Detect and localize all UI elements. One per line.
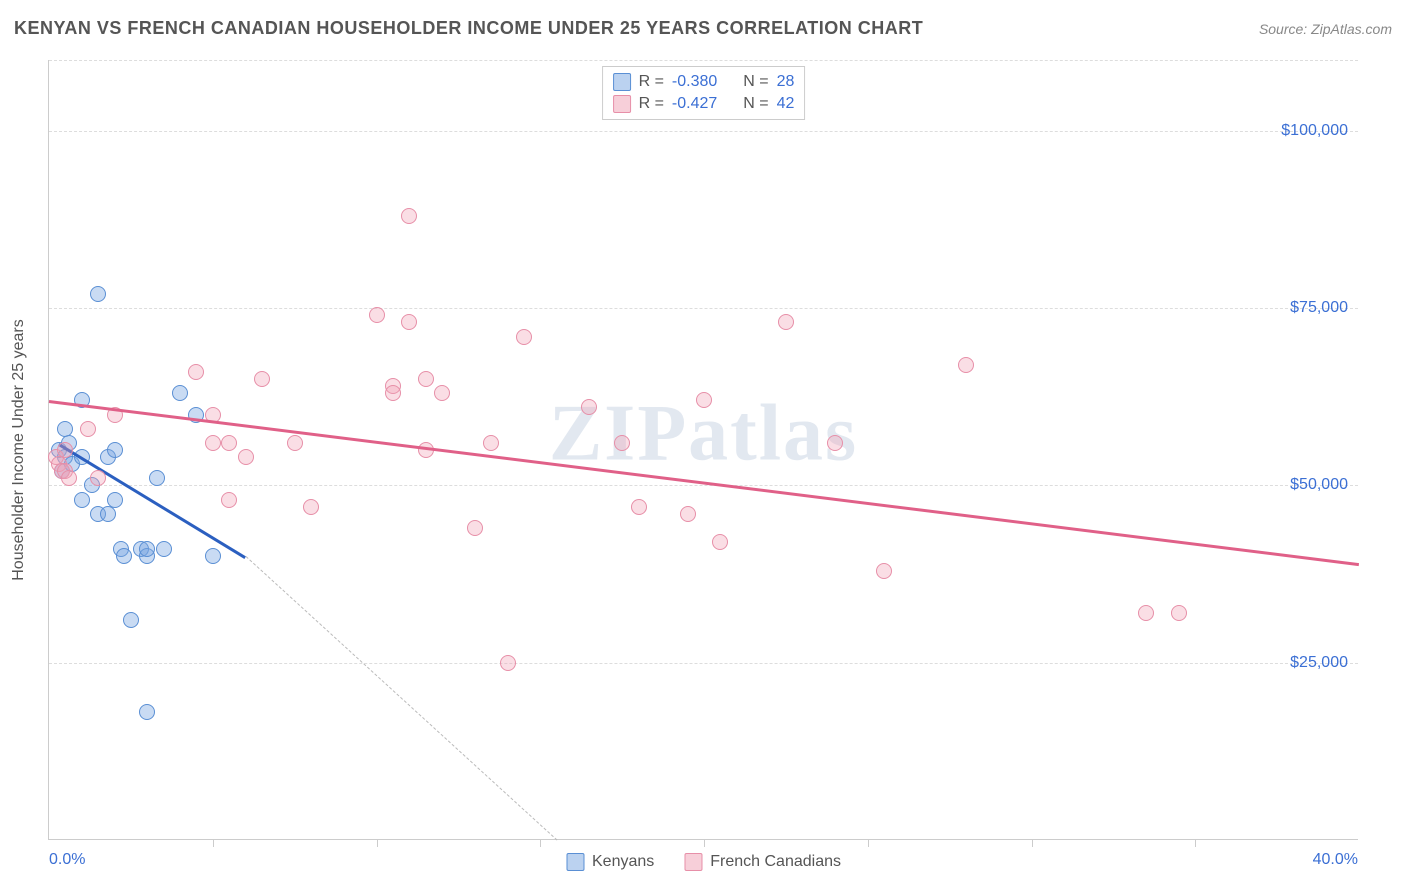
scatter-point (107, 442, 123, 458)
legend: Kenyans French Canadians (566, 853, 841, 871)
scatter-point (1138, 605, 1154, 621)
scatter-point (581, 399, 597, 415)
scatter-point (221, 492, 237, 508)
scatter-point (418, 371, 434, 387)
n-value-fc: 42 (777, 95, 795, 113)
scatter-point (500, 655, 516, 671)
trend-line-extrapolated (245, 556, 557, 840)
y-tick-label: $25,000 (1290, 654, 1348, 672)
scatter-point (205, 548, 221, 564)
y-tick-label: $75,000 (1290, 299, 1348, 317)
chart-plot-area: ZIPatlas Householder Income Under 25 yea… (48, 60, 1358, 840)
r-value-fc: -0.427 (672, 95, 717, 113)
n-value-kenyans: 28 (777, 73, 795, 91)
scatter-point (90, 286, 106, 302)
scatter-point (778, 314, 794, 330)
legend-label-fc: French Canadians (710, 853, 841, 871)
gridline (49, 485, 1358, 486)
y-tick-label: $100,000 (1281, 122, 1348, 140)
x-tick (1032, 839, 1033, 847)
scatter-point (401, 314, 417, 330)
scatter-point (74, 492, 90, 508)
scatter-point (483, 435, 499, 451)
scatter-point (516, 329, 532, 345)
swatch-pink-icon (613, 95, 631, 113)
scatter-point (172, 385, 188, 401)
scatter-point (696, 392, 712, 408)
swatch-pink-icon (684, 853, 702, 871)
scatter-point (876, 563, 892, 579)
scatter-point (827, 435, 843, 451)
scatter-point (287, 435, 303, 451)
x-tick (1195, 839, 1196, 847)
scatter-point (205, 435, 221, 451)
gridline (49, 131, 1358, 132)
scatter-point (139, 704, 155, 720)
scatter-point (401, 208, 417, 224)
r-label: R = (639, 95, 664, 113)
x-tick (540, 839, 541, 847)
chart-header: KENYAN VS FRENCH CANADIAN HOUSEHOLDER IN… (14, 18, 1392, 39)
y-axis-title: Householder Income Under 25 years (10, 319, 28, 580)
scatter-point (221, 435, 237, 451)
y-tick-label: $50,000 (1290, 476, 1348, 494)
scatter-point (90, 470, 106, 486)
r-value-kenyans: -0.380 (672, 73, 717, 91)
scatter-point (100, 506, 116, 522)
scatter-point (631, 499, 647, 515)
scatter-point (434, 385, 450, 401)
scatter-point (712, 534, 728, 550)
scatter-point (467, 520, 483, 536)
x-axis-min-label: 0.0% (49, 851, 85, 869)
chart-title: KENYAN VS FRENCH CANADIAN HOUSEHOLDER IN… (14, 18, 923, 39)
stats-row-kenyans: R = -0.380 N = 28 (613, 71, 795, 93)
scatter-point (156, 541, 172, 557)
x-tick (868, 839, 869, 847)
x-axis-max-label: 40.0% (1313, 851, 1358, 869)
swatch-blue-icon (566, 853, 584, 871)
scatter-point (958, 357, 974, 373)
n-label: N = (743, 95, 768, 113)
scatter-point (116, 548, 132, 564)
gridline (49, 308, 1358, 309)
scatter-point (123, 612, 139, 628)
x-tick (377, 839, 378, 847)
correlation-stats-box: R = -0.380 N = 28 R = -0.427 N = 42 (602, 66, 806, 120)
scatter-point (57, 442, 73, 458)
legend-label-kenyans: Kenyans (592, 853, 654, 871)
n-label: N = (743, 73, 768, 91)
chart-source: Source: ZipAtlas.com (1259, 21, 1392, 37)
stats-row-french-canadians: R = -0.427 N = 42 (613, 93, 795, 115)
scatter-point (369, 307, 385, 323)
trend-line (49, 400, 1359, 566)
x-tick (213, 839, 214, 847)
scatter-point (139, 541, 155, 557)
scatter-point (149, 470, 165, 486)
r-label: R = (639, 73, 664, 91)
scatter-point (238, 449, 254, 465)
scatter-point (680, 506, 696, 522)
scatter-point (1171, 605, 1187, 621)
scatter-point (303, 499, 319, 515)
scatter-point (385, 385, 401, 401)
scatter-point (80, 421, 96, 437)
gridline (49, 663, 1358, 664)
legend-item-fc: French Canadians (684, 853, 841, 871)
x-tick (704, 839, 705, 847)
scatter-point (188, 364, 204, 380)
gridline (49, 60, 1358, 61)
scatter-point (254, 371, 270, 387)
scatter-point (614, 435, 630, 451)
scatter-point (61, 470, 77, 486)
swatch-blue-icon (613, 73, 631, 91)
legend-item-kenyans: Kenyans (566, 853, 654, 871)
